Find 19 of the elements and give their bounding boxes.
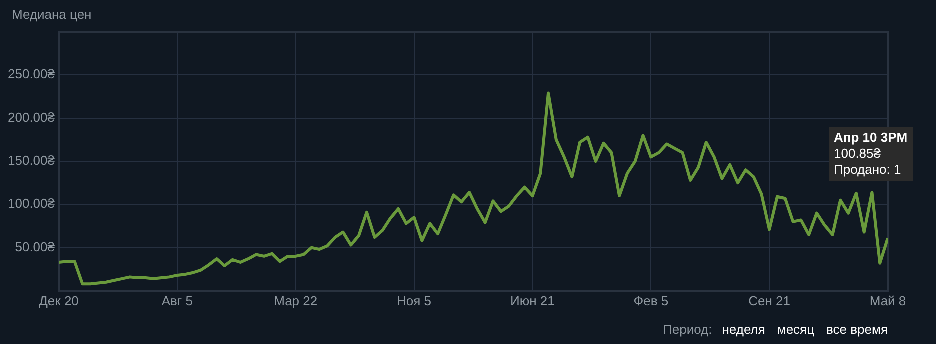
x-tick-label: Мар 22	[274, 293, 318, 308]
x-tick-label: Авг 5	[162, 293, 194, 308]
y-tick-label: 200.00₴	[8, 110, 56, 125]
text: месяц	[777, 322, 815, 337]
x-tick-label: Ноя 5	[397, 293, 432, 308]
chart-title: Медиана цен	[12, 7, 92, 22]
x-tick-label: Июн 21	[510, 293, 555, 308]
text: неделя	[722, 322, 766, 337]
text: Период:	[663, 322, 712, 337]
x-tick-label: Сен 21	[748, 293, 791, 308]
y-tick-label: 50.00₴	[15, 239, 56, 254]
text: все время	[826, 322, 888, 337]
y-tick-label: 150.00₴	[8, 153, 56, 168]
x-tick-label: Май 8	[870, 293, 906, 308]
y-tick-label: 250.00₴	[8, 66, 56, 82]
x-tick-label: Фев 5	[634, 293, 669, 308]
annotation: Апр 10 3PM 100.85₴ Продано: 1	[834, 130, 908, 178]
x-tick-label: Дек 20	[39, 293, 79, 308]
y-tick-label: 100.00₴	[8, 196, 56, 212]
